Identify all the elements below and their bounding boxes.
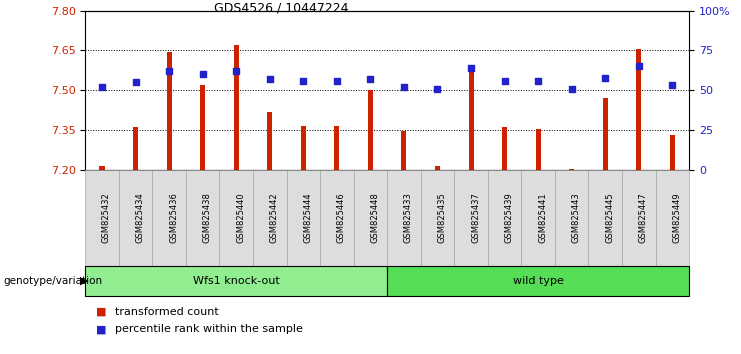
- Point: [398, 84, 410, 90]
- Bar: [167, 52, 172, 170]
- Text: GSM825437: GSM825437: [471, 192, 480, 243]
- Point: [666, 82, 678, 88]
- Point: [196, 72, 208, 77]
- Point: [331, 78, 343, 84]
- Bar: [99, 166, 104, 170]
- Bar: [502, 127, 507, 170]
- Point: [532, 78, 544, 84]
- Bar: [368, 90, 373, 170]
- Text: GDS4526 / 10447224: GDS4526 / 10447224: [214, 2, 349, 15]
- Point: [297, 78, 309, 84]
- Text: GSM825446: GSM825446: [337, 192, 346, 243]
- Bar: [536, 129, 541, 170]
- Bar: [334, 126, 339, 170]
- Point: [599, 75, 611, 80]
- Bar: [133, 127, 138, 170]
- Point: [465, 65, 477, 71]
- Bar: [268, 112, 272, 170]
- Bar: [602, 98, 608, 170]
- Bar: [200, 85, 205, 170]
- Text: GSM825435: GSM825435: [437, 192, 447, 243]
- Text: GSM825436: GSM825436: [169, 192, 178, 243]
- Text: Wfs1 knock-out: Wfs1 knock-out: [193, 275, 279, 286]
- Point: [499, 78, 511, 84]
- Bar: [670, 136, 675, 170]
- Text: GSM825432: GSM825432: [102, 192, 111, 243]
- Point: [431, 86, 443, 92]
- Text: GSM825434: GSM825434: [136, 192, 144, 243]
- Bar: [435, 166, 440, 170]
- Text: percentile rank within the sample: percentile rank within the sample: [115, 324, 303, 334]
- Text: GSM825445: GSM825445: [605, 192, 614, 243]
- Text: GSM825447: GSM825447: [639, 192, 648, 243]
- Text: GSM825448: GSM825448: [370, 192, 379, 243]
- Bar: [468, 69, 473, 170]
- Text: ▶: ▶: [80, 275, 88, 286]
- Point: [163, 68, 175, 74]
- Bar: [637, 49, 641, 170]
- Text: GSM825439: GSM825439: [505, 192, 514, 243]
- Bar: [233, 45, 239, 170]
- Point: [96, 84, 108, 90]
- Point: [633, 64, 645, 69]
- Bar: [301, 126, 306, 170]
- Text: transformed count: transformed count: [115, 307, 219, 316]
- Text: genotype/variation: genotype/variation: [4, 275, 103, 286]
- Text: GSM825449: GSM825449: [672, 192, 682, 243]
- Text: GSM825441: GSM825441: [538, 192, 547, 243]
- Text: GSM825438: GSM825438: [202, 192, 212, 243]
- Text: ■: ■: [96, 307, 107, 316]
- Text: GSM825443: GSM825443: [572, 192, 581, 243]
- Point: [365, 76, 376, 82]
- Point: [264, 76, 276, 82]
- Point: [566, 86, 578, 92]
- Bar: [569, 169, 574, 170]
- Text: wild type: wild type: [513, 275, 564, 286]
- Text: GSM825433: GSM825433: [404, 192, 413, 243]
- Text: GSM825442: GSM825442: [270, 192, 279, 243]
- Text: GSM825444: GSM825444: [303, 192, 312, 243]
- Text: GSM825440: GSM825440: [236, 192, 245, 243]
- Point: [230, 68, 242, 74]
- Point: [130, 80, 142, 85]
- Bar: [402, 131, 407, 170]
- Text: ■: ■: [96, 324, 107, 334]
